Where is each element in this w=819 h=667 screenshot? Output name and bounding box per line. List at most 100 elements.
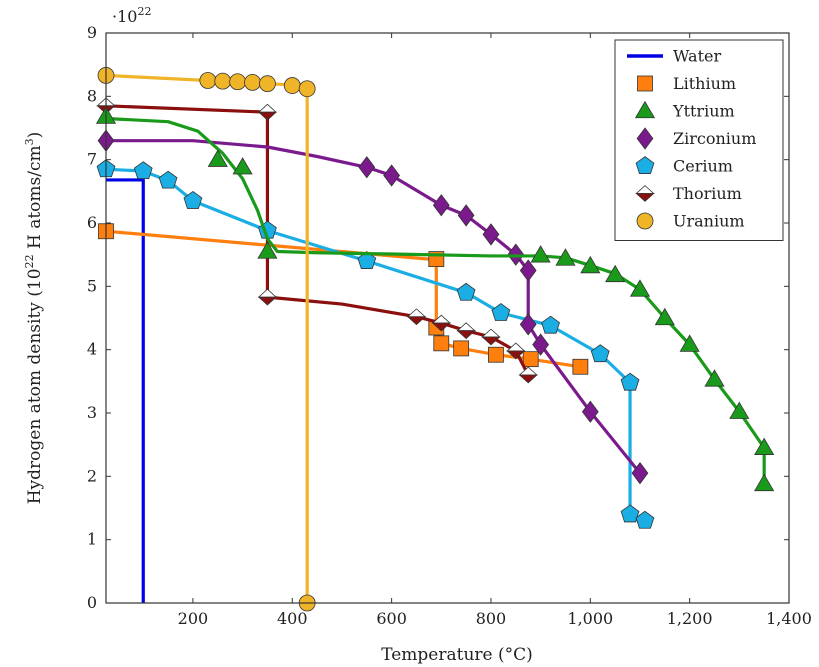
y-axis-label-close: ) [25,132,45,139]
data-point-thorium [481,328,501,346]
series-thorium [96,97,538,384]
data-point-zirconium [581,400,599,423]
data-point-thorium-bottom [406,316,427,326]
data-point-thorium-bottom [431,322,451,332]
data-point-uranium [283,77,301,94]
series-line-zirconium [106,139,642,475]
data-point-thorium-bottom [257,296,278,306]
y-scale-exp: 22 [137,5,151,18]
data-point-thorium-top [257,288,278,298]
data-point-thorium-bottom [257,111,278,121]
y-tick-label: 8 [87,86,97,105]
data-point-thorium [456,322,476,340]
data-point-lithium [522,351,539,368]
data-point-zirconium [432,194,450,217]
series-line-thorium [105,104,530,376]
data-point-yttrium [207,149,228,167]
data-point-yttrium [232,157,253,175]
data-point-cerium [635,510,655,529]
data-point-cerium [158,170,178,189]
data-point-yttrium [729,401,750,419]
legend-label-cerium: Cerium [673,157,733,176]
data-point-thorium-bottom [481,336,501,346]
data-point-yttrium [704,369,725,387]
x-tick-label: 400 [277,609,308,628]
data-point-uranium [259,75,276,93]
x-tick-label: 1,000 [567,609,613,628]
data-point-thorium [257,288,278,306]
y-scale-base: ·10 [112,7,137,26]
data-point-thorium-bottom [456,330,476,340]
y-tick-label: 5 [87,276,97,295]
data-point-uranium [244,74,261,91]
x-tick-label: 800 [476,609,507,628]
data-point-zirconium [519,259,537,282]
y-tick-label: 0 [87,593,97,612]
ticks: 200 400 600 800 1,000 1,200 1,400 0 1 2 3 4 5 6 7 8 9 [87,23,812,628]
data-point-yttrium [555,248,576,266]
y-tick-label: 9 [87,23,97,42]
legend-label-thorium: Thorium [673,184,742,203]
data-point-uranium [214,72,232,90]
x-tick-label: 200 [178,609,209,628]
data-point-cerium [183,190,203,209]
legend-swatch-thorium [635,185,655,202]
series-cerium [96,159,655,529]
x-tick-label: 1,400 [766,609,812,628]
legend-label-zirconium: Zirconium [673,129,756,148]
x-tick-label: 600 [376,609,407,628]
data-point-thorium [431,314,451,332]
y-tick-label: 3 [87,403,97,422]
data-point-zirconium [457,204,475,227]
legend-item-lithium: Lithium [637,74,736,93]
legend-item-yttrium: Yttrium [634,100,735,121]
y-axis-label-cube: 3 [23,138,36,145]
y-axis-label-tail: H atoms/cm [25,145,45,254]
legend-label-lithium: Lithium [673,74,736,93]
data-point-zirconium [519,313,537,336]
x-axis-label: Temperature (°C) [381,645,533,665]
series-line-yttrium [105,116,766,484]
series-uranium [97,67,316,612]
series-line-uranium [105,73,309,603]
legend-label-uranium: Uranium [673,212,745,231]
data-point-uranium [298,80,316,98]
data-point-cerium [491,303,511,321]
legend-label-water: Water [673,47,721,66]
data-point-yttrium [754,437,775,455]
data-point-zirconium [482,223,500,246]
data-point-zirconium [358,156,376,179]
legend-label-yttrium: Yttrium [672,102,735,121]
legend-swatch-zirconium [636,127,654,150]
data-point-cerium [620,372,640,391]
data-point-thorium-bottom [518,374,538,384]
data-point-thorium-top [481,328,501,338]
series-yttrium [95,106,775,492]
data-point-yttrium [629,279,651,297]
series-line-water [106,178,145,603]
series-layer [95,67,775,612]
y-scale-note: ·1022 [112,5,151,26]
data-point-cerium [590,344,610,363]
data-point-yttrium [654,307,675,326]
y-tick-label: 1 [87,530,97,549]
data-point-lithium [488,346,504,363]
data-point-lithium [433,335,450,352]
y-axis-label-main: Hydrogen atom density (10 [25,268,45,504]
data-point-yttrium [679,334,700,352]
legend-swatch-yttrium [634,100,656,119]
data-point-thorium-top [257,103,278,113]
data-point-uranium [199,72,217,89]
data-point-yttrium [605,264,626,283]
data-point-thorium-top [518,366,538,376]
legend: Water Lithium Yttrium Zirconium Cerium Thoriu… [614,39,784,241]
plot-frame [105,32,790,604]
series-water [106,178,145,603]
legend-item-thorium: Thorium [635,184,742,203]
data-point-zirconium [383,164,400,187]
x-tick-label: 1,200 [667,609,713,628]
legend-swatch-uranium [636,212,654,230]
legend-item-zirconium: Zirconium [636,127,756,150]
data-point-cerium [541,315,560,334]
data-point-thorium [506,342,526,360]
